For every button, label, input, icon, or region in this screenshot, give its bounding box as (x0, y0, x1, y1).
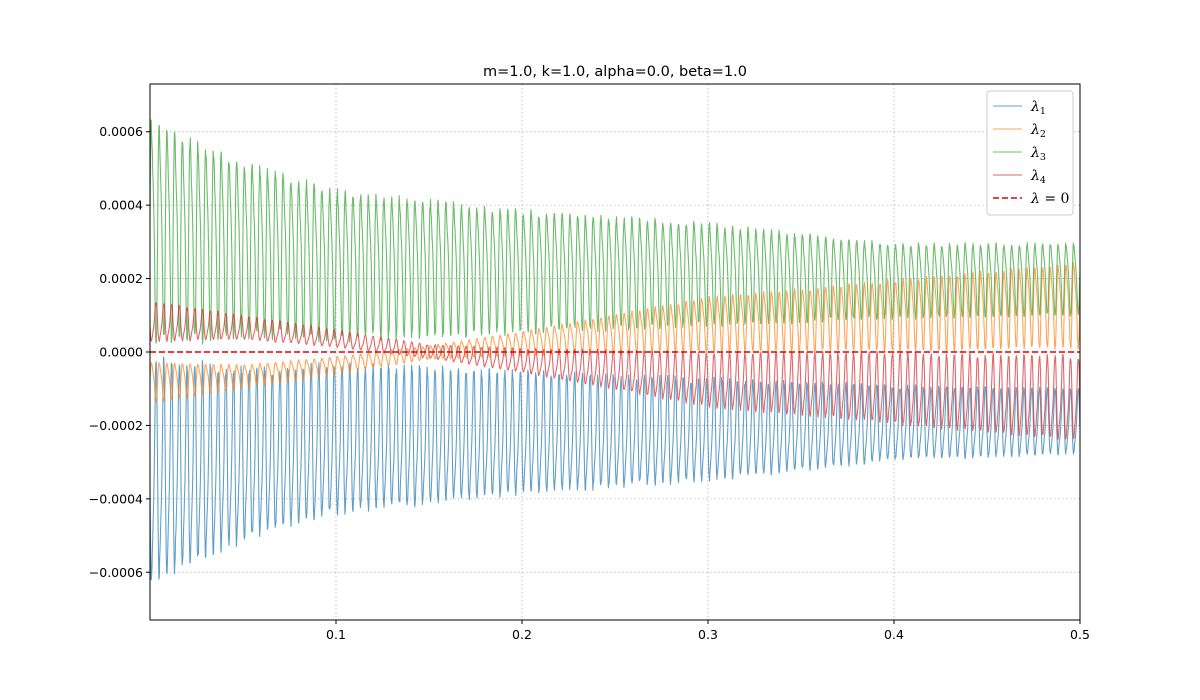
y-axis-ticks: −0.0006 −0.0004 −0.0002 0.0000 0.0002 0.0004 0… (89, 124, 150, 580)
series-lines (150, 119, 1080, 581)
x-tick-label: 0.2 (512, 627, 532, 642)
y-tick-label: 0.0004 (99, 198, 143, 213)
legend-label: λ = 0 (1030, 191, 1069, 207)
legend-box (986, 90, 1074, 216)
y-tick-label: 0.0002 (99, 271, 143, 286)
x-axis-ticks: 0.1 0.2 0.3 0.4 0.5 (326, 620, 1090, 642)
legend-label: λ2 (1030, 122, 1046, 140)
x-tick-label: 0.5 (1070, 627, 1090, 642)
y-tick-label: −0.0004 (89, 491, 143, 506)
x-tick-label: 0.4 (884, 627, 904, 642)
x-tick-label: 0.1 (326, 627, 346, 642)
y-tick-label: 0.0000 (99, 345, 143, 360)
legend: λ1 λ2 λ3 λ4 λ = 0 (986, 90, 1074, 216)
chart-title: m=1.0, k=1.0, alpha=0.0, beta=1.0 (483, 64, 747, 80)
legend-label: λ3 (1030, 145, 1046, 163)
x-tick-label: 0.3 (698, 627, 718, 642)
series-line-lambda-3 (150, 119, 1080, 345)
y-tick-label: −0.0002 (89, 418, 143, 433)
legend-label: λ1 (1030, 99, 1046, 117)
series-line-lambda-4 (150, 302, 1080, 440)
series-line-lambda-1 (150, 356, 1080, 581)
series-line-lambda-2 (150, 262, 1080, 403)
legend-label: λ4 (1030, 168, 1046, 186)
y-tick-label: −0.0006 (89, 565, 143, 580)
y-tick-label: 0.0006 (99, 124, 143, 139)
